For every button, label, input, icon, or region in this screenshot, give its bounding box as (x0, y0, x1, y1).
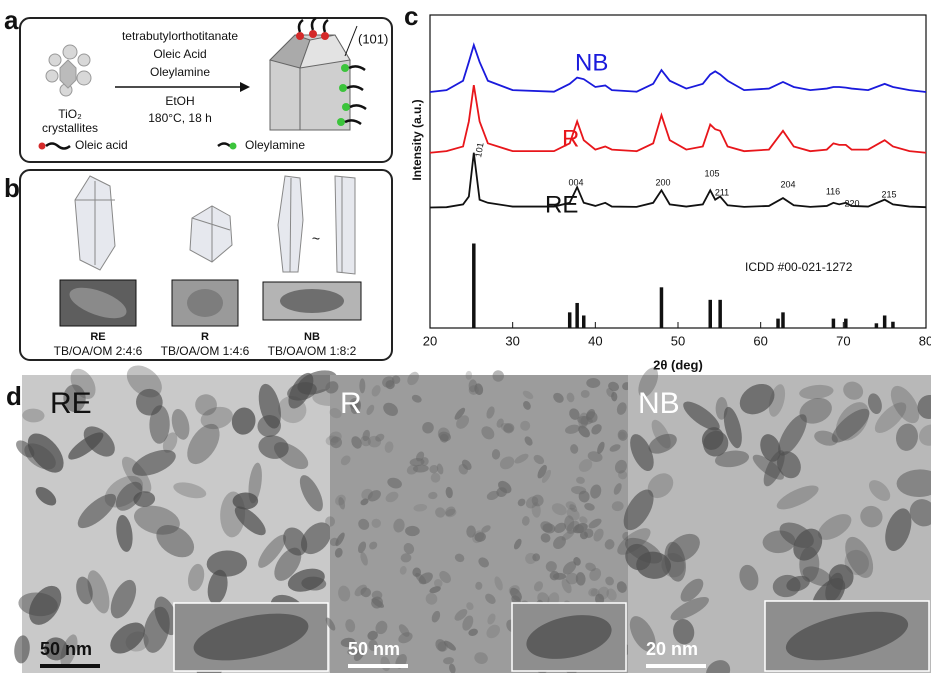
x-tick-label: 40 (588, 333, 602, 348)
peak-label: 004 (568, 177, 583, 187)
x-tick-label: 30 (505, 333, 519, 348)
legend-label: Oleic acid (75, 138, 128, 152)
scale-bar-label: 20 nm (646, 639, 698, 659)
shape-name: R (201, 331, 209, 343)
crystallites-icon (46, 45, 91, 96)
series-label: R (562, 125, 579, 152)
conditions: 180°C, 18 h (148, 111, 212, 125)
peak-label: 204 (780, 179, 795, 189)
x-axis-label: 2θ (deg) (653, 357, 703, 372)
xrd-curve (430, 45, 926, 92)
solvent: EtOH (165, 94, 194, 108)
reagent: Oleic Acid (153, 47, 206, 61)
peak-label: 200 (655, 177, 670, 187)
shape-drawings (75, 176, 355, 274)
legend-label: Oleylamine (245, 138, 305, 152)
series-label: NB (575, 49, 608, 76)
panel-label: c (404, 1, 418, 31)
tem-label: RE (50, 387, 92, 420)
scale-bar-label: 50 nm (40, 639, 92, 659)
scale-bar (40, 664, 100, 668)
arrow-head (240, 82, 250, 92)
x-tick-label: 50 (671, 333, 685, 348)
precursor: tetrabutylorthotitanate (122, 29, 238, 43)
legend-icon (230, 143, 237, 150)
crystal-drawing (270, 18, 366, 130)
peak-label: 116 (826, 186, 840, 196)
panel-label: d (6, 381, 22, 411)
series-label: RE (545, 191, 578, 218)
tem-thumb-particle (280, 289, 344, 313)
peak-label: 220 (844, 198, 859, 208)
peak-label: 211 (715, 187, 729, 197)
scale-bar (348, 664, 408, 668)
legend-icon (46, 144, 70, 149)
scale-bar (646, 664, 706, 668)
tem-label: NB (638, 387, 680, 420)
shape-name: NB (304, 331, 320, 343)
shape-ratio: TB/OA/OM 1:4:6 (161, 344, 250, 358)
xrd-chart: 20 30 40 50 60 70 80 2θ (deg) Intensity (a.u.) NB… (410, 15, 931, 372)
shape-ratio: TB/OA/OM 2:4:6 (54, 344, 143, 358)
x-tick-label: 80 (919, 333, 931, 348)
tem-label: R (340, 387, 362, 420)
nanoparticle (586, 378, 600, 388)
y-axis-label: Intensity (a.u.) (410, 99, 424, 180)
x-tick-label: 20 (423, 333, 437, 348)
legend-icon (218, 144, 230, 147)
panel-label: a (4, 5, 19, 35)
legend-icon (39, 143, 46, 150)
start-label: TiO₂ (58, 107, 82, 121)
panel-label: b (4, 173, 20, 203)
tilde: ~ (312, 231, 320, 247)
tem-thumb-particle (187, 289, 223, 317)
tem-images: RE 50 nm R 50 nm NB 20 nm (13, 359, 931, 673)
start-label: crystallites (42, 121, 98, 135)
scale-bar-label: 50 nm (348, 639, 400, 659)
x-tick-label: 60 (753, 333, 767, 348)
peak-label: 101 (473, 142, 485, 159)
facet-label: (101) (358, 31, 388, 46)
x-tick-label: 70 (836, 333, 850, 348)
reference-label: ICDD #00-021-1272 (745, 260, 853, 274)
figure: a b c d TiO₂ crystallites tetrabutylorth… (0, 0, 931, 673)
xrd-curve (430, 85, 926, 153)
peak-label: 105 (704, 168, 719, 178)
shape-ratio: TB/OA/OM 1:8:2 (268, 344, 357, 358)
shape-name: RE (90, 331, 105, 343)
reagent: Oleylamine (150, 65, 210, 79)
page: { "panel_labels": ["a", "b", "c", "d"], … (0, 0, 931, 673)
peak-label: 215 (881, 189, 896, 199)
plot-frame (430, 15, 926, 328)
